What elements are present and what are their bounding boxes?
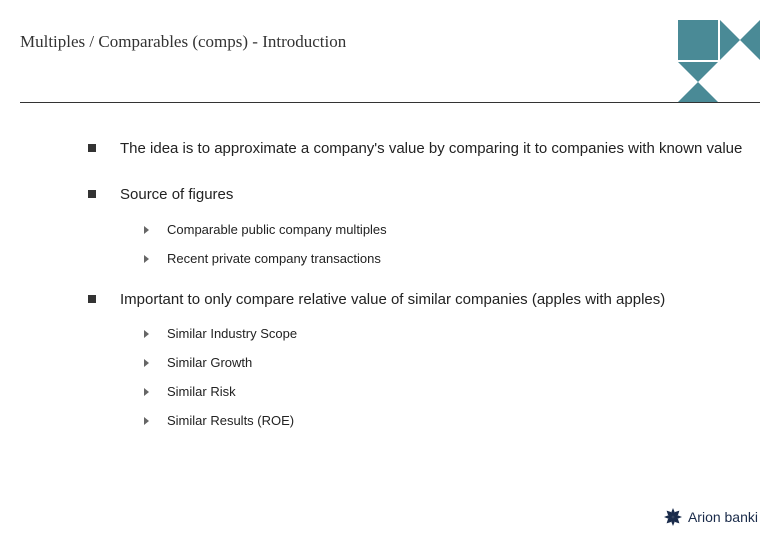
sub-bullet-item: Similar Results (ROE) xyxy=(144,413,760,428)
triangle-bullet-icon xyxy=(144,330,149,338)
triangle-bullet-icon xyxy=(144,417,149,425)
sub-bullet-text: Similar Industry Scope xyxy=(167,326,297,341)
triangle-bullet-icon xyxy=(144,388,149,396)
sub-bullet-item: Similar Risk xyxy=(144,384,760,399)
square-bullet-icon xyxy=(88,295,96,303)
bullet-text: Source of figures xyxy=(120,185,760,205)
square-bullet-icon xyxy=(88,190,96,198)
sub-bullet-text: Similar Risk xyxy=(167,384,236,399)
bullet-text: The idea is to approximate a company's v… xyxy=(120,139,760,159)
sub-bullet-item: Similar Growth xyxy=(144,355,760,370)
triangle-bullet-icon xyxy=(144,255,149,263)
triangle-bullet-icon xyxy=(144,359,149,367)
bullet-item: The idea is to approximate a company's v… xyxy=(88,139,760,159)
header: Multiples / Comparables (comps) - Introd… xyxy=(20,28,760,98)
sub-bullet-text: Similar Results (ROE) xyxy=(167,413,294,428)
bullet-text: Important to only compare relative value… xyxy=(120,290,760,310)
sub-bullet-text: Comparable public company multiples xyxy=(167,222,387,237)
sub-bullet-item: Comparable public company multiples xyxy=(144,222,760,237)
sub-bullet-text: Recent private company transactions xyxy=(167,251,381,266)
content-area: The idea is to approximate a company's v… xyxy=(20,103,760,428)
brand-logo: Arion banki xyxy=(664,508,758,526)
bullet-item: Important to only compare relative value… xyxy=(88,290,760,310)
sub-bullet-group: Comparable public company multiples Rece… xyxy=(88,222,760,266)
triangle-bullet-icon xyxy=(144,226,149,234)
slide-title: Multiples / Comparables (comps) - Introd… xyxy=(20,28,760,52)
logo-text: Arion banki xyxy=(688,509,758,525)
square-bullet-icon xyxy=(88,144,96,152)
logo-mark-icon xyxy=(664,508,682,526)
bullet-item: Source of figures xyxy=(88,185,760,205)
sub-bullet-item: Similar Industry Scope xyxy=(144,326,760,341)
slide: Multiples / Comparables (comps) - Introd… xyxy=(0,0,780,540)
corner-decoration-icon xyxy=(678,20,760,102)
sub-bullet-item: Recent private company transactions xyxy=(144,251,760,266)
sub-bullet-group: Similar Industry Scope Similar Growth Si… xyxy=(88,326,760,428)
sub-bullet-text: Similar Growth xyxy=(167,355,252,370)
